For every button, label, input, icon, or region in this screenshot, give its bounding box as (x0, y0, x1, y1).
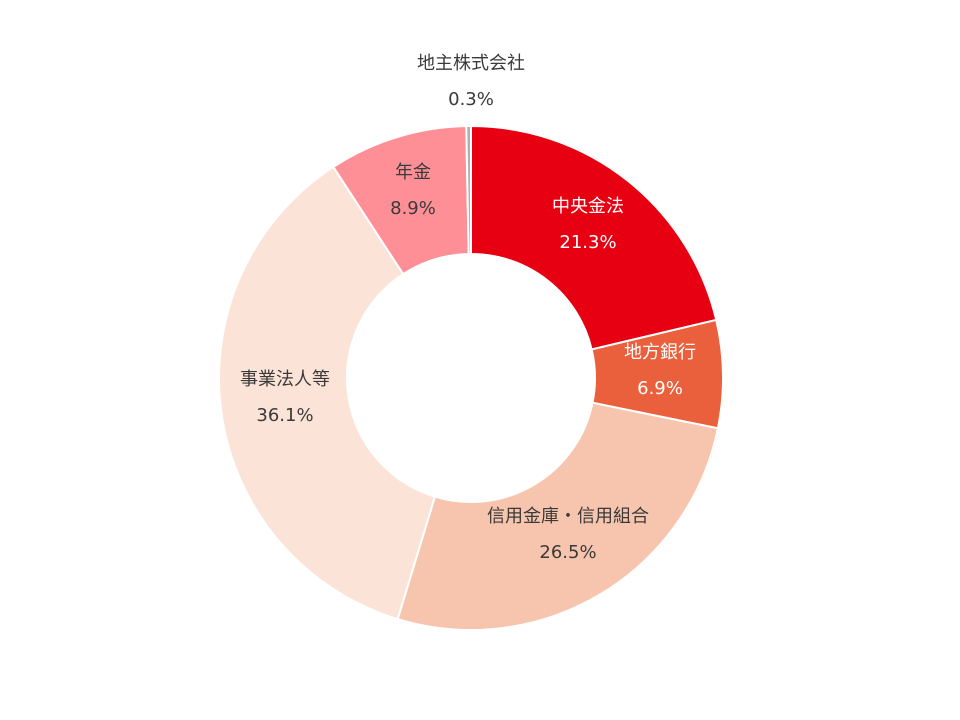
slice-label-6: 地主株式会社 (417, 53, 525, 74)
slice-value-2: 6.9% (637, 378, 683, 399)
slice-label-3: 信用金庫・信用組合 (487, 506, 649, 527)
donut-slice-1 (470, 124, 718, 351)
slice-label-4: 事業法人等 (240, 369, 330, 390)
slice-value-3: 26.5% (539, 542, 596, 563)
slice-label-1: 中央金法 (552, 196, 624, 217)
donut-slice-6 (465, 124, 472, 256)
donut-slice-4 (218, 165, 437, 621)
slice-label-5: 年金 (395, 162, 431, 183)
slice-value-4: 36.1% (256, 405, 313, 426)
slice-label-2: 地方銀行 (624, 342, 696, 363)
donut-slice-3 (396, 401, 720, 631)
slice-value-6: 0.3% (448, 89, 494, 110)
slice-value-5: 8.9% (390, 198, 436, 219)
slice-value-1: 21.3% (559, 232, 616, 253)
